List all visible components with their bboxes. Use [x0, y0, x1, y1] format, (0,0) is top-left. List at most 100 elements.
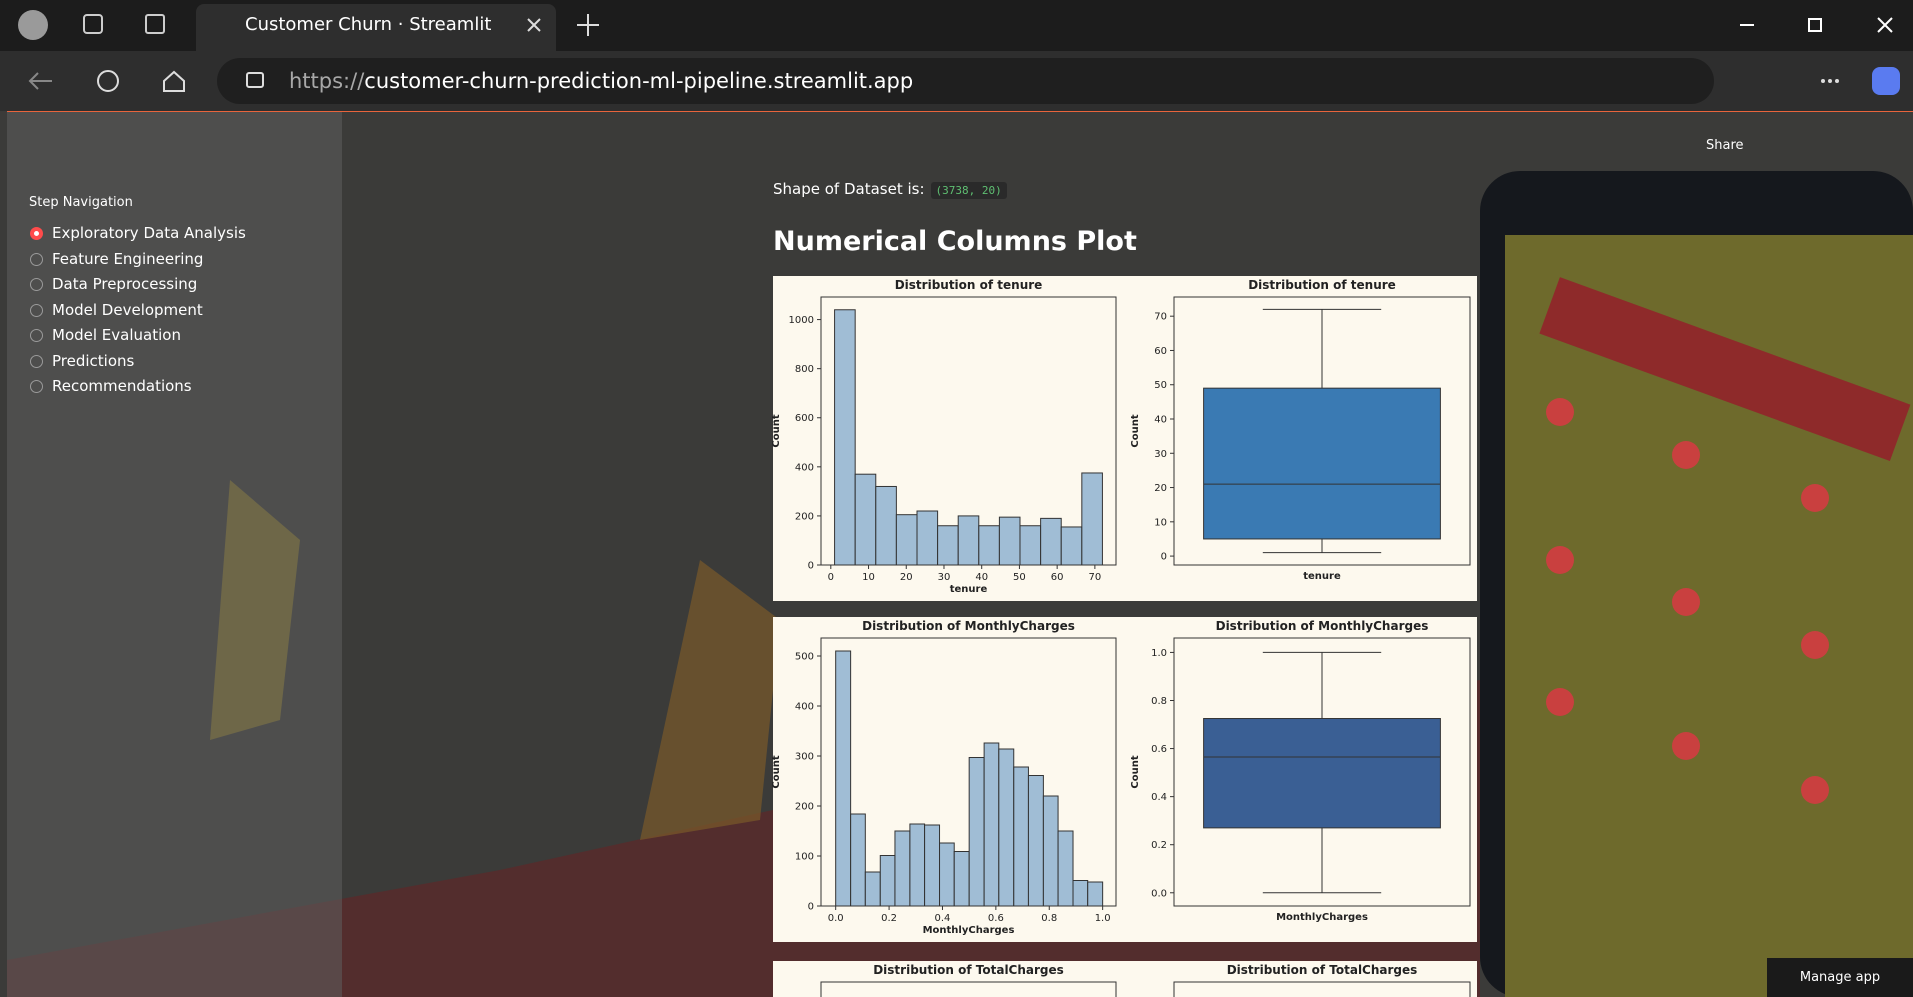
y-tick-label: 0.4 [1151, 792, 1167, 803]
active-tab[interactable] [196, 4, 556, 51]
radio[interactable] [30, 303, 43, 317]
x-tick-label: 0.4 [935, 913, 951, 924]
manage-app-button[interactable]: Manage app [1767, 958, 1913, 997]
nav-option-label[interactable]: Exploratory Data Analysis [52, 224, 246, 242]
plot-frame [1173, 296, 1471, 566]
section-heading: Numerical Columns Plot [773, 226, 1137, 257]
radio[interactable] [30, 354, 43, 368]
x-tick-label: 0 [828, 572, 834, 583]
histogram-bar [1019, 525, 1042, 566]
nav-icons [28, 67, 1900, 95]
window-controls [527, 14, 1893, 36]
y-tick-label: 0.6 [1151, 744, 1167, 755]
histogram-bar [1040, 517, 1062, 566]
menu[interactable] [1828, 79, 1832, 83]
box [1203, 718, 1441, 829]
histogram-bar [1042, 795, 1059, 907]
y-tick-label: 200 [795, 802, 814, 813]
nav-option-label[interactable]: Feature Engineering [52, 250, 204, 268]
histogram-bar [916, 510, 939, 566]
y-tick-label: 0.8 [1151, 696, 1167, 707]
nav-option-label[interactable]: Predictions [52, 352, 135, 370]
x-tick-label: 10 [862, 572, 875, 583]
y-tick-label: 40 [1154, 415, 1167, 426]
nav-option-label[interactable]: Model Evaluation [52, 326, 181, 344]
sidebar [7, 112, 342, 997]
x-tick-label: 50 [1013, 572, 1026, 583]
tab-actions-icon[interactable] [145, 14, 165, 34]
y-axis-label: Count [1130, 414, 1141, 447]
reload[interactable] [97, 70, 119, 92]
histogram-bar [834, 309, 856, 566]
y-tick-label: 1000 [789, 315, 814, 326]
nav-option[interactable]: Predictions [30, 352, 134, 370]
back[interactable] [28, 72, 52, 90]
histogram-bar [1060, 526, 1083, 566]
lock [246, 72, 264, 88]
x-tick-label: 1.0 [1095, 913, 1111, 924]
y-tick-label: 1.0 [1151, 648, 1167, 659]
histogram-bar [957, 515, 980, 566]
x-axis-label: tenure [950, 584, 988, 595]
y-tick-label: 300 [795, 752, 814, 763]
radio[interactable] [30, 328, 43, 342]
y-tick-label: 400 [795, 702, 814, 713]
y-tick-label: 400 [795, 462, 814, 473]
menu[interactable] [1821, 79, 1825, 83]
address-bar[interactable] [217, 58, 1714, 104]
radio[interactable] [30, 379, 43, 393]
nav-option[interactable]: Model Development [30, 301, 203, 319]
chart-title: Distribution of MonthlyCharges [1216, 619, 1429, 633]
histogram-bar [978, 525, 1000, 566]
share-button[interactable]: Share [1706, 138, 1744, 153]
plot-frame [1173, 981, 1471, 997]
nav-option[interactable]: Data Preprocessing [30, 275, 197, 293]
histogram-bar [864, 871, 881, 907]
y-tick-label: 30 [1154, 449, 1167, 460]
y-tick-label: 60 [1154, 346, 1167, 357]
histogram-bar [953, 851, 970, 907]
nav-option[interactable]: Feature Engineering [30, 250, 203, 268]
histogram-bar [894, 830, 911, 907]
new-tab[interactable] [577, 14, 599, 36]
histogram-bar [875, 485, 897, 566]
histogram-bar [983, 742, 1000, 907]
radio[interactable] [30, 226, 43, 240]
histogram-bar [998, 516, 1021, 566]
histogram-bar [998, 748, 1015, 907]
close-window[interactable] [1877, 17, 1893, 33]
chart-title: Distribution of MonthlyCharges [862, 619, 1075, 633]
menu[interactable] [1835, 79, 1839, 83]
chart-title: Distribution of TotalCharges [1227, 963, 1418, 977]
nav-option[interactable]: Exploratory Data Analysis [30, 224, 246, 242]
histogram-bar [968, 757, 985, 907]
plot-frame [1173, 637, 1471, 907]
y-axis-label: Count [771, 755, 782, 788]
copilot[interactable] [1872, 67, 1900, 95]
x-tick-label: 30 [938, 572, 951, 583]
collections-icon[interactable] [83, 14, 103, 34]
url[interactable]: https://customer-churn-prediction-ml-pip… [289, 69, 913, 93]
y-tick-label: 100 [795, 852, 814, 863]
profile-icon[interactable] [18, 10, 48, 40]
radio[interactable] [30, 252, 43, 266]
nav-option-label[interactable]: Data Preprocessing [52, 275, 198, 293]
x-axis-label: MonthlyCharges [923, 925, 1015, 936]
nav-option-label[interactable]: Model Development [52, 301, 203, 319]
x-tick-label: 20 [900, 572, 913, 583]
nav-option-label[interactable]: Recommendations [52, 377, 192, 395]
nav-option[interactable]: Recommendations [30, 377, 192, 395]
restore[interactable] [1808, 18, 1822, 32]
radio[interactable] [30, 277, 43, 291]
tab-close[interactable] [527, 18, 541, 32]
x-tick-label: 70 [1089, 572, 1102, 583]
illustration-person [640, 560, 780, 840]
x-tick-label: 0.2 [881, 913, 897, 924]
histogram-bar [939, 842, 955, 907]
tab-title[interactable]: Customer Churn · Streamlit [245, 14, 492, 35]
shape-text: Shape of Dataset is: (3738, 20) [773, 180, 1007, 199]
home[interactable] [163, 70, 185, 92]
chart-title: Distribution of tenure [895, 278, 1043, 292]
nav-option[interactable]: Model Evaluation [30, 326, 181, 344]
